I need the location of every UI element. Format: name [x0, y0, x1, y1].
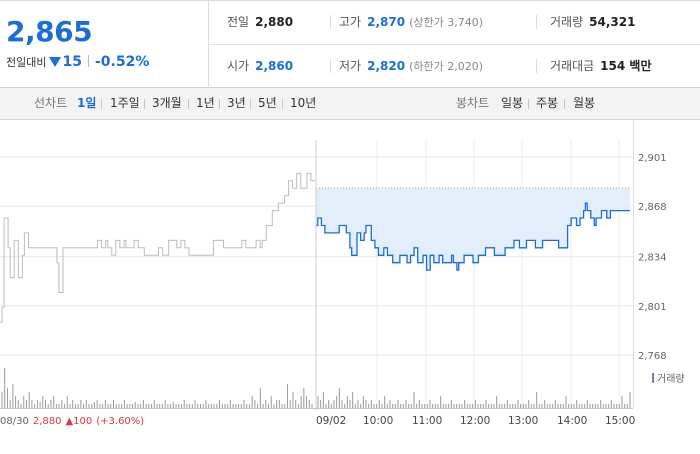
- stat-value: 2,860: [255, 59, 294, 73]
- price-chart-area[interactable]: 2,901 2,868 2,834 2,801 2,768 거래량 08/30 2,880 ▲1…: [0, 120, 700, 450]
- y-tick-label: 2,901: [638, 153, 667, 164]
- tab-divider: [250, 99, 251, 109]
- stat-open: 시가 2,860: [227, 45, 293, 88]
- x-tick-label: 11:00: [412, 415, 442, 427]
- prev-day-rate: (+3.60%): [96, 416, 144, 427]
- stat-high: 고가 2,870 (상한가 3,740): [339, 1, 483, 44]
- stat-label: 거래량: [550, 15, 584, 29]
- y-tick-label: 2,834: [638, 253, 667, 264]
- x-tick-label: 10:00: [363, 415, 393, 427]
- prev-day-price-line: [0, 172, 315, 323]
- stat-value: 54,321: [589, 15, 636, 29]
- tab-weekly[interactable]: 주봉: [536, 96, 559, 110]
- tab-divider: [219, 99, 220, 109]
- down-triangle-icon: [49, 57, 62, 67]
- change-value: 15: [62, 54, 82, 70]
- prev-day-price: 2,880: [33, 416, 62, 427]
- x-tick-label: 13:00: [508, 415, 538, 427]
- stat-label: 고가: [339, 15, 362, 29]
- change-divider: [87, 55, 89, 67]
- x-tick-date: 08/30: [0, 416, 29, 427]
- x-tick-label: 09/02: [316, 415, 346, 427]
- tab-3m[interactable]: 3개월: [152, 96, 182, 110]
- tab-5y[interactable]: 5년: [258, 96, 277, 110]
- stat-low: 저가 2,820 (하한가 2,020): [339, 45, 483, 88]
- stat-value: 154 백만: [600, 59, 652, 73]
- tab-divider: [564, 99, 565, 109]
- tab-1d[interactable]: 1일: [77, 96, 97, 110]
- tab-divider: [188, 99, 189, 109]
- y-tick-label: 2,868: [638, 202, 667, 213]
- change-rate: -0.52%: [94, 54, 150, 70]
- stat-label: 거래대금: [550, 59, 595, 73]
- tab-10y[interactable]: 10년: [290, 96, 317, 110]
- x-tick-label: 15:00: [605, 415, 635, 427]
- current-price-box: 2,865 전일대비 15 -0.52%: [0, 1, 209, 88]
- stat-label: 시가: [227, 59, 250, 73]
- quote-summary: 2,865 전일대비 15 -0.52% 전일 2,880 고가 2,870 (상한가 3…: [0, 0, 700, 88]
- tab-divider: [144, 99, 145, 109]
- y-tick-label: 2,768: [638, 351, 667, 362]
- change-label: 전일대비: [6, 56, 47, 69]
- stat-divider: [330, 59, 331, 73]
- line-chart-label: 선차트: [34, 96, 68, 110]
- prev-day-change: ▲100: [65, 416, 92, 427]
- tab-3y[interactable]: 3년: [227, 96, 246, 110]
- stat-divider: [536, 15, 537, 29]
- tab-divider: [101, 99, 102, 109]
- chart-period-tabbar: 선차트 1일 1주일 3개월 1년 3년 5년 10년 봉차트 일봉 주봉 월봉: [0, 88, 700, 120]
- stat-value: 2,870: [367, 15, 406, 29]
- current-price: 2,865: [6, 15, 93, 48]
- stats-row-1: 전일 2,880 고가 2,870 (상한가 3,740) 거래량 54,321: [209, 1, 700, 45]
- tab-1w[interactable]: 1주일: [110, 96, 140, 110]
- x-tick-label: 14:00: [557, 415, 587, 427]
- x-tick-label: 08/30 2,880 ▲100 (+3.60%): [0, 416, 144, 427]
- stat-note: (하한가 2,020): [409, 60, 483, 73]
- tab-divider: [282, 99, 283, 109]
- today-fill-area: [316, 188, 630, 271]
- tab-monthly[interactable]: 월봉: [573, 96, 596, 110]
- stat-value: 2,820: [367, 59, 406, 73]
- price-change: 전일대비 15 -0.52%: [6, 54, 149, 70]
- stat-divider: [330, 15, 331, 29]
- stat-amount: 거래대금 154 백만: [550, 45, 651, 88]
- stat-label: 전일: [227, 15, 250, 29]
- stats-row-2: 시가 2,860 저가 2,820 (하한가 2,020) 거래대금 154 백만: [209, 45, 700, 88]
- tab-1y[interactable]: 1년: [196, 96, 215, 110]
- y-tick-label: 2,801: [638, 302, 667, 313]
- stat-divider: [536, 59, 537, 73]
- stat-label: 저가: [339, 59, 362, 73]
- stat-note: (상한가 3,740): [409, 16, 483, 29]
- volume-legend-label: 거래량: [657, 373, 685, 385]
- stat-volume: 거래량 54,321: [550, 1, 635, 44]
- today-price-line: [316, 202, 630, 271]
- candle-chart-label: 봉차트: [456, 96, 490, 110]
- price-chart[interactable]: 2,901 2,868 2,834 2,801 2,768 거래량 08/30 2,880 ▲1…: [0, 120, 700, 450]
- tab-daily[interactable]: 일봉: [501, 96, 524, 110]
- tab-divider: [528, 99, 529, 109]
- volume-legend-swatch: [652, 373, 654, 383]
- stat-value: 2,880: [255, 15, 294, 29]
- x-tick-label: 12:00: [460, 415, 490, 427]
- stat-prev-close: 전일 2,880: [227, 1, 293, 44]
